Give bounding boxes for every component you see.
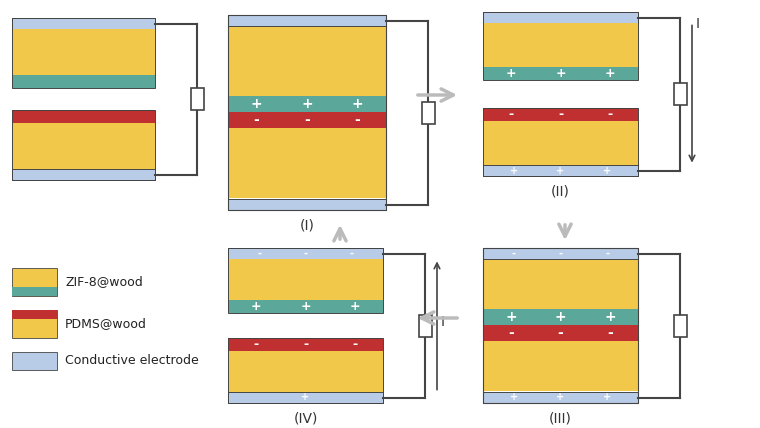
Bar [191,88,204,110]
Bar [483,12,638,80]
Bar [228,338,383,403]
Bar [228,300,383,313]
Bar [483,12,638,23]
Text: +: + [301,97,313,111]
Bar [12,110,155,180]
Text: Conductive electrode: Conductive electrode [65,354,199,368]
Bar [228,338,383,351]
Text: -: - [350,249,354,259]
Text: +: + [300,300,311,313]
Bar [673,83,686,105]
Text: -: - [512,249,516,259]
Bar [12,310,57,338]
Text: +: + [510,166,518,175]
Text: -: - [605,249,609,259]
Bar [12,18,155,29]
Bar [483,23,638,67]
Bar [228,392,383,403]
Bar [422,101,435,124]
Text: -: - [257,249,261,259]
Bar [483,248,638,403]
Text: +: + [352,97,363,111]
Text: +: + [556,67,565,80]
Text: -: - [254,113,259,127]
Text: +: + [350,300,360,313]
Text: +: + [603,166,611,175]
Bar [228,259,383,300]
Bar [228,248,383,259]
Text: -: - [304,113,310,127]
Text: -: - [303,338,308,351]
Bar [228,112,386,128]
Bar [228,15,386,26]
Text: ZIF-8@wood: ZIF-8@wood [65,276,143,288]
Bar [483,248,638,259]
Bar [673,315,686,336]
Text: -: - [607,326,613,340]
Bar [12,110,155,123]
Bar [12,352,57,370]
Bar [228,96,386,112]
Text: -: - [508,326,514,340]
Text: (II): (II) [551,184,570,198]
Text: I: I [696,17,700,30]
Text: +: + [251,97,262,111]
Text: PDMS@wood: PDMS@wood [65,318,147,330]
Bar [12,169,155,180]
Bar [228,199,386,210]
Text: +: + [510,392,518,402]
Text: -: - [559,249,562,259]
Text: -: - [303,249,308,259]
Bar [12,29,155,75]
Bar [12,75,155,88]
Text: (III): (III) [549,411,572,425]
Bar [483,67,638,80]
Text: +: + [556,166,565,175]
Bar [483,108,638,121]
Text: +: + [251,300,261,313]
Bar [228,248,383,313]
Text: +: + [603,392,611,402]
Text: -: - [355,113,360,127]
Bar [228,128,386,198]
Text: +: + [302,392,309,402]
Text: -: - [607,108,613,121]
Bar [419,315,432,336]
Bar [12,310,57,319]
Text: -: - [558,326,563,340]
Bar [483,165,638,176]
Text: -: - [353,338,358,351]
Bar [12,287,57,296]
Bar [228,26,386,96]
Text: +: + [505,67,516,80]
Bar [12,18,155,88]
Bar [12,268,57,296]
Bar [483,341,638,391]
Text: +: + [556,392,565,402]
Bar [483,392,638,403]
Text: (I): (I) [299,218,315,232]
Text: +: + [555,310,566,324]
Bar [483,325,638,341]
Text: -: - [558,108,563,121]
Bar [12,123,155,169]
Bar [228,351,383,392]
Text: -: - [253,338,258,351]
Bar [483,259,638,309]
Text: +: + [505,310,517,324]
Text: +: + [604,310,616,324]
Bar [483,121,638,165]
Text: (IV): (IV) [293,411,318,425]
Text: -: - [508,108,514,121]
Text: +: + [605,67,616,80]
Bar [228,15,386,210]
Bar [483,108,638,176]
Text: I: I [441,315,445,329]
Bar [483,309,638,325]
